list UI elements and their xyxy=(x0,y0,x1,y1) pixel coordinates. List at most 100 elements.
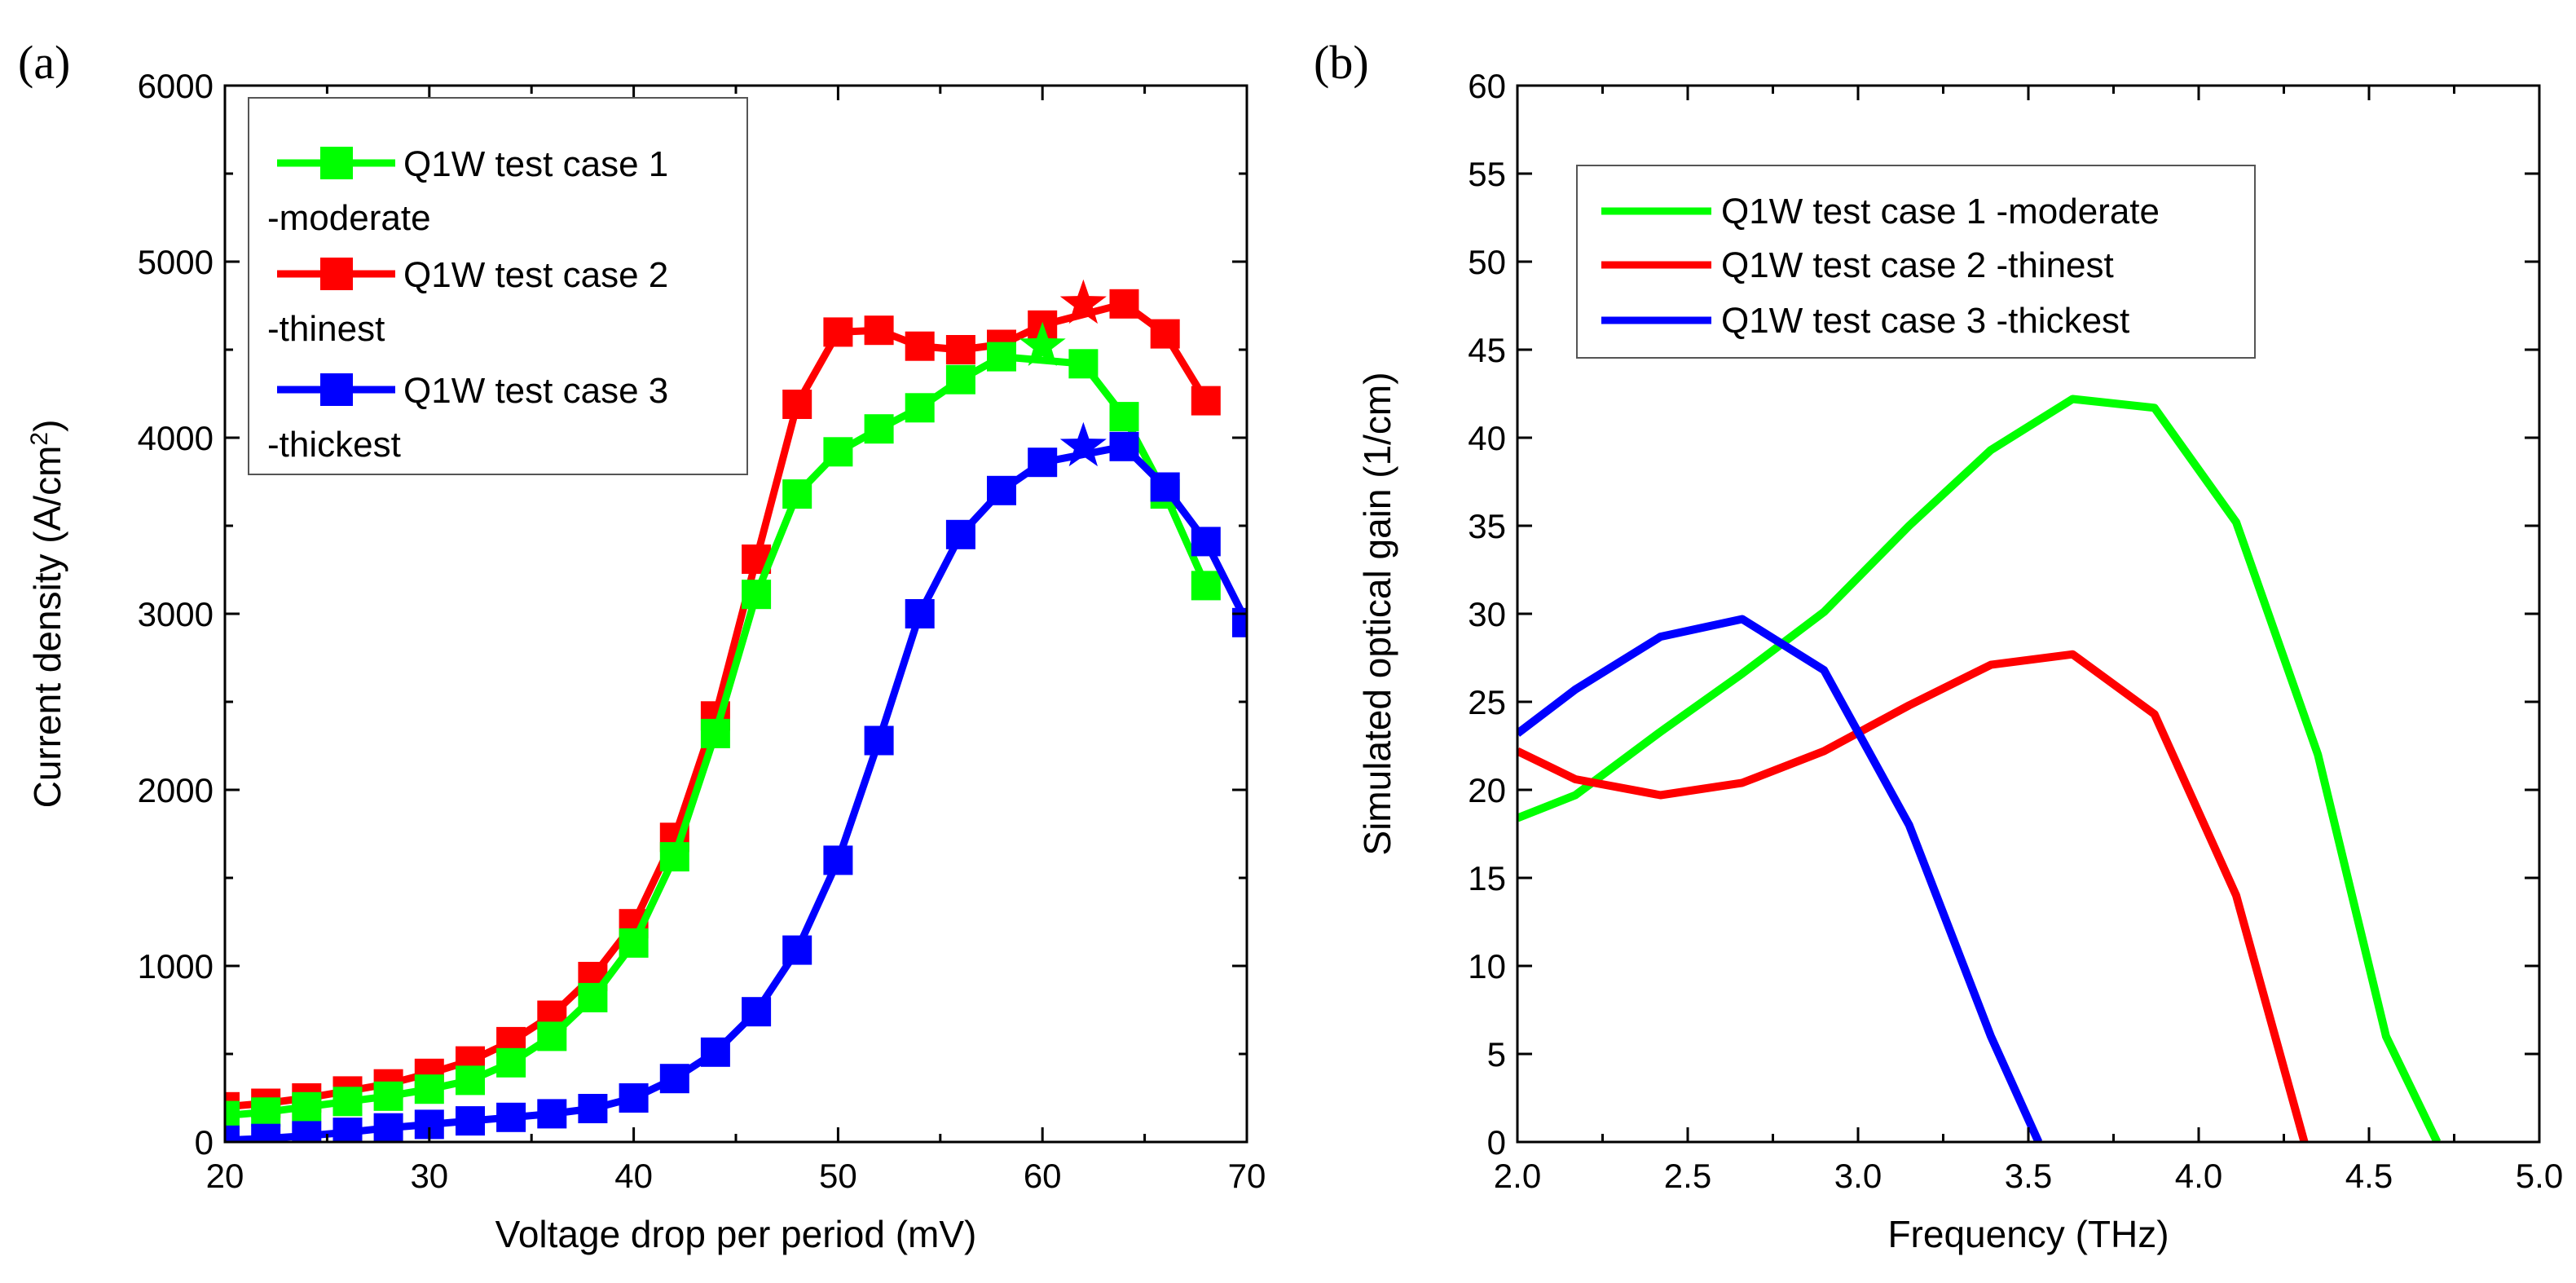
data-point-q1w-test-case-2-thinest xyxy=(905,331,935,361)
x-tick-label: 60 xyxy=(1024,1157,1062,1195)
data-point-q1w-test-case-2-thinest xyxy=(1191,386,1221,416)
data-point-q1w-test-case-3-thickest xyxy=(823,845,853,875)
panel-a-legend: Q1W test case 1 -moderate Q1W test case … xyxy=(248,97,748,475)
series-line-q1w-test-case-3-thickest xyxy=(225,443,1247,1142)
data-point-q1w-test-case-1-moderate xyxy=(496,1047,526,1078)
data-point-q1w-test-case-1-moderate xyxy=(456,1065,485,1096)
legend-marker-green xyxy=(320,147,353,179)
data-point-q1w-test-case-3-thickest xyxy=(292,1121,322,1142)
data-point-q1w-test-case-1-moderate xyxy=(659,842,689,872)
data-point-q1w-test-case-3-thickest xyxy=(1191,527,1221,557)
legend-label-red: Q1W test case 2 -thinest xyxy=(1721,245,2114,285)
x-tick-label: 40 xyxy=(614,1157,653,1195)
peak-star-q1w-test-case-3-thickest xyxy=(1059,421,1107,467)
data-point-q1w-test-case-1-moderate xyxy=(537,1021,567,1052)
legend-label-green: Q1W test case 1 -moderate xyxy=(1721,192,2160,231)
data-point-q1w-test-case-3-thickest xyxy=(619,1083,649,1113)
panel-a-y-axis-title-close: ) xyxy=(26,420,68,432)
panel-b-ticks: 2.0 2.5 3.0 3.5 4.0 4.5 5.0 0 5 10 15 20 25 30 35 40 45 5… xyxy=(1468,67,2563,1195)
data-point-q1w-test-case-1-moderate xyxy=(987,342,1016,372)
panel-a-label: (a) xyxy=(18,36,70,89)
y-tick-label: 5000 xyxy=(138,243,214,281)
data-point-q1w-test-case-3-thickest xyxy=(1028,448,1058,478)
x-tick-label: 4.0 xyxy=(2175,1157,2222,1195)
x-tick-label: 5.0 xyxy=(2516,1157,2563,1195)
y-tick-label: 25 xyxy=(1468,683,1506,721)
panel-a-y-axis-title-sup: 2 xyxy=(26,432,53,446)
y-tick-label: 30 xyxy=(1468,595,1506,633)
y-tick-label: 15 xyxy=(1468,859,1506,897)
data-point-q1w-test-case-1-moderate xyxy=(945,364,975,395)
y-tick-label: 6000 xyxy=(138,67,214,105)
data-point-q1w-test-case-1-moderate xyxy=(1191,571,1221,601)
legend-label-blue-line2: -thickest xyxy=(267,425,401,465)
data-point-q1w-test-case-1-moderate xyxy=(225,1100,240,1131)
panel-b-x-axis-title: Frequency (THz) xyxy=(1887,1213,2169,1255)
data-point-q1w-test-case-1-moderate xyxy=(700,718,730,748)
y-tick-label: 35 xyxy=(1468,507,1506,545)
legend-label-green-line1: Q1W test case 1 xyxy=(403,144,668,184)
data-point-q1w-test-case-1-moderate xyxy=(905,393,935,423)
y-tick-label: 45 xyxy=(1468,331,1506,369)
data-point-q1w-test-case-1-moderate xyxy=(1109,402,1139,432)
legend-label-red-line2: -thinest xyxy=(267,309,385,349)
series-line-q1w-test-case-1-moderate xyxy=(1517,395,2442,1142)
panel-a-y-axis-title: Current density (A/cm2) xyxy=(26,420,68,809)
data-point-q1w-test-case-3-thickest xyxy=(905,599,935,628)
y-tick-label: 55 xyxy=(1468,155,1506,193)
data-point-q1w-test-case-1-moderate xyxy=(864,414,894,444)
x-tick-label: 2.5 xyxy=(1664,1157,1711,1195)
x-tick-label: 2.0 xyxy=(1494,1157,1541,1195)
y-tick-label: 3000 xyxy=(138,595,214,633)
peak-star-q1w-test-case-1-moderate xyxy=(1019,321,1066,366)
panel-b-label: (b) xyxy=(1314,36,1369,89)
y-tick-label: 20 xyxy=(1468,771,1506,809)
legend-marker-red xyxy=(320,258,353,290)
x-tick-label: 50 xyxy=(819,1157,857,1195)
y-tick-label: 1000 xyxy=(138,947,214,985)
data-point-q1w-test-case-1-moderate xyxy=(373,1081,403,1111)
y-tick-label: 0 xyxy=(195,1123,214,1162)
data-point-q1w-test-case-1-moderate xyxy=(823,437,853,467)
panel-a-legend-entry-3: Q1W test case 3 -thickest xyxy=(267,371,668,465)
data-point-q1w-test-case-2-thinest xyxy=(823,317,853,347)
legend-label-red-line1: Q1W test case 2 xyxy=(403,255,668,295)
y-tick-label: 4000 xyxy=(138,419,214,457)
data-point-q1w-test-case-3-thickest xyxy=(332,1118,363,1142)
x-tick-label: 4.5 xyxy=(2345,1157,2393,1195)
y-tick-label: 10 xyxy=(1468,947,1506,985)
panel-b-legend-entry-1: Q1W test case 1 -moderate xyxy=(1601,192,2160,231)
data-point-q1w-test-case-3-thickest xyxy=(1150,472,1180,502)
legend-marker-blue xyxy=(320,373,353,406)
legend-label-blue-line1: Q1W test case 3 xyxy=(403,371,668,411)
panel-a-marks xyxy=(225,279,1247,1142)
data-point-q1w-test-case-3-thickest xyxy=(742,997,772,1027)
x-tick-label: 3.0 xyxy=(1834,1157,1882,1195)
data-point-q1w-test-case-2-thinest xyxy=(782,390,812,419)
data-point-q1w-test-case-3-thickest xyxy=(225,1125,240,1142)
data-point-q1w-test-case-3-thickest xyxy=(659,1064,689,1094)
data-point-q1w-test-case-1-moderate xyxy=(251,1097,281,1127)
panel-a-chart: (a) 20 30 40 50 60 70 0 1000 2000 3000 4000 5000 600… xyxy=(18,36,1266,1255)
legend-label-blue: Q1W test case 3 -thickest xyxy=(1721,301,2129,341)
y-tick-label: 40 xyxy=(1468,419,1506,457)
panel-b-chart: (b) 2.0 2.5 3.0 3.5 4.0 4.5 5.0 0 5 10 15 20 25 30 35 4… xyxy=(1314,36,2563,1255)
data-point-q1w-test-case-1-moderate xyxy=(578,982,608,1012)
data-point-q1w-test-case-1-moderate xyxy=(782,479,812,509)
legend-label-green-line2: -moderate xyxy=(267,198,431,238)
data-point-q1w-test-case-3-thickest xyxy=(864,725,894,756)
data-point-q1w-test-case-3-thickest xyxy=(578,1094,608,1123)
x-tick-label: 30 xyxy=(410,1157,448,1195)
data-point-q1w-test-case-2-thinest xyxy=(864,315,894,346)
data-point-q1w-test-case-1-moderate xyxy=(414,1074,444,1104)
data-point-q1w-test-case-3-thickest xyxy=(251,1123,281,1142)
panel-a-legend-entry-1: Q1W test case 1 -moderate xyxy=(267,144,668,238)
data-point-q1w-test-case-1-moderate xyxy=(619,928,649,958)
x-tick-label: 3.5 xyxy=(2005,1157,2052,1195)
x-tick-label: 20 xyxy=(206,1157,244,1195)
panel-b-legend-entry-2: Q1W test case 2 -thinest xyxy=(1601,245,2114,285)
panel-a-legend-entry-2: Q1W test case 2 -thinest xyxy=(267,255,668,349)
data-point-q1w-test-case-2-thinest xyxy=(1150,319,1180,349)
data-point-q1w-test-case-1-moderate xyxy=(742,580,772,610)
panel-b-legend-entry-3: Q1W test case 3 -thickest xyxy=(1601,301,2129,341)
